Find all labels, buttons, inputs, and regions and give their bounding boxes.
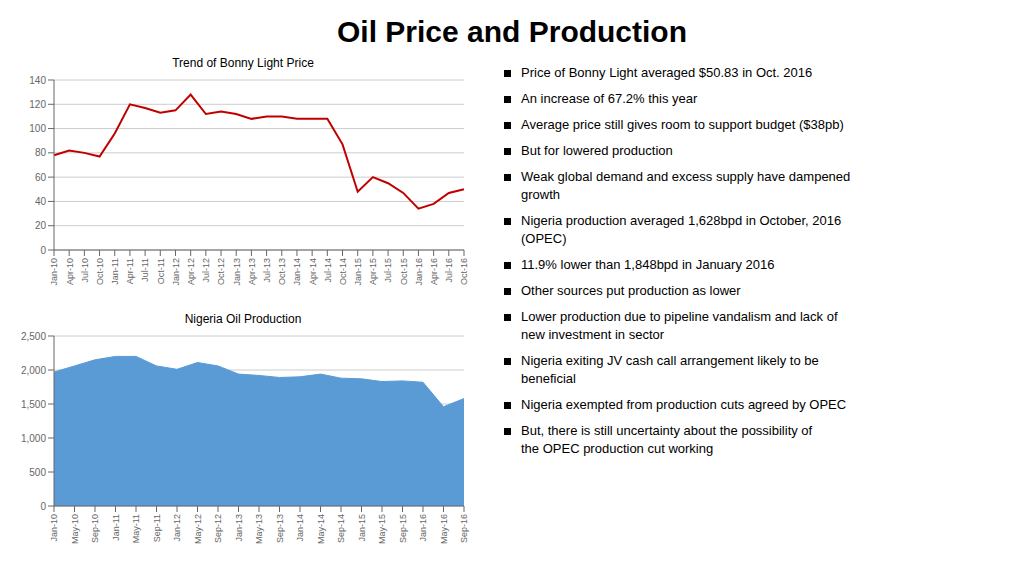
svg-text:Jul-13: Jul-13 <box>262 258 272 283</box>
svg-text:0: 0 <box>40 245 46 256</box>
svg-text:Jan-14: Jan-14 <box>295 514 305 542</box>
svg-text:Jan-11: Jan-11 <box>110 258 120 285</box>
svg-text:Apr-14: Apr-14 <box>308 258 318 285</box>
svg-text:Jan-10: Jan-10 <box>49 258 59 286</box>
svg-text:Jan-15: Jan-15 <box>353 258 363 286</box>
svg-text:100: 100 <box>29 123 46 134</box>
svg-text:Sep-14: Sep-14 <box>336 514 346 543</box>
svg-text:Sep-16: Sep-16 <box>459 514 469 543</box>
svg-text:Jul-16: Jul-16 <box>444 258 454 283</box>
svg-text:1,000: 1,000 <box>21 433 46 444</box>
svg-text:Jan-16: Jan-16 <box>414 258 424 286</box>
svg-text:Oct-15: Oct-15 <box>399 258 409 285</box>
html-text:Oil Price and Production: Oil Price and Production <box>337 15 687 48</box>
svg-text:May-15: May-15 <box>377 514 387 544</box>
svg-text:500: 500 <box>29 467 46 478</box>
svg-text:Apr-10: Apr-10 <box>65 258 75 285</box>
svg-text:Sep-12: Sep-12 <box>213 514 223 543</box>
svg-text:Jan-16: Jan-16 <box>418 514 428 542</box>
svg-text:Apr-12: Apr-12 <box>186 258 196 285</box>
svg-text:Apr-11: Apr-11 <box>125 258 135 284</box>
html-text:11.9% lower than 1,848bpd in J: 11.9% lower than 1,848bpd in January 201… <box>521 257 775 272</box>
html-text:Other sources put production a: Other sources put production as lower <box>521 283 741 298</box>
svg-text:Sep-15: Sep-15 <box>398 514 408 543</box>
svg-text:Oct-14: Oct-14 <box>338 258 348 285</box>
svg-text:Oct-13: Oct-13 <box>277 258 287 285</box>
svg-text:Sep-13: Sep-13 <box>275 514 285 543</box>
svg-text:Jan-11: Jan-11 <box>111 514 121 541</box>
svg-text:May-13: May-13 <box>254 514 264 544</box>
svg-text:Jul-15: Jul-15 <box>383 258 393 283</box>
svg-text:Oct-12: Oct-12 <box>216 258 226 285</box>
html-text:Trend of Bonny Light Price: Trend of Bonny Light Price <box>172 56 314 70</box>
html-text:Nigeria exempted from producti: Nigeria exempted from production cuts ag… <box>521 397 847 412</box>
svg-text:Oct-10: Oct-10 <box>95 258 105 285</box>
svg-text:1,500: 1,500 <box>21 399 46 410</box>
svg-text:Apr-15: Apr-15 <box>368 258 378 285</box>
html-text:Lower production due to pipeli: Lower production due to pipeline vandali… <box>521 309 838 342</box>
svg-text:Jan-15: Jan-15 <box>357 514 367 542</box>
svg-text:Jan-12: Jan-12 <box>172 514 182 542</box>
html-text:Average price still gives room: Average price still gives room to suppor… <box>521 117 844 132</box>
html-text:But for lowered production: But for lowered production <box>521 143 673 158</box>
svg-text:Jan-13: Jan-13 <box>234 514 244 542</box>
svg-text:2,000: 2,000 <box>21 365 46 376</box>
svg-text:Jan-13: Jan-13 <box>232 258 242 286</box>
svg-text:May-16: May-16 <box>439 514 449 544</box>
html-text:But, there is still uncertaint: But, there is still uncertainty about th… <box>521 423 813 456</box>
svg-text:Jan-12: Jan-12 <box>171 258 181 286</box>
svg-text:Jan-14: Jan-14 <box>292 258 302 286</box>
svg-text:May-10: May-10 <box>70 514 80 544</box>
svg-text:Apr-13: Apr-13 <box>247 258 257 285</box>
svg-text:May-11: May-11 <box>131 514 141 543</box>
html-text:An increase of 67.2% this year: An increase of 67.2% this year <box>521 91 698 106</box>
svg-text:120: 120 <box>29 99 46 110</box>
svg-text:60: 60 <box>35 172 47 183</box>
svg-text:Oct-16: Oct-16 <box>459 258 469 285</box>
svg-text:Jul-12: Jul-12 <box>201 258 211 283</box>
svg-text:Jul-14: Jul-14 <box>323 258 333 283</box>
svg-text:Oct-11: Oct-11 <box>156 258 166 284</box>
svg-text:2,500: 2,500 <box>21 331 46 342</box>
svg-text:Jul-10: Jul-10 <box>80 258 90 283</box>
svg-text:Sep-10: Sep-10 <box>90 514 100 543</box>
svg-text:140: 140 <box>29 75 46 86</box>
html-text:Nigeria Oil Production: Nigeria Oil Production <box>184 312 302 326</box>
svg-text:Sep-11: Sep-11 <box>152 514 162 542</box>
html-text:Price of Bonny Light averaged: Price of Bonny Light averaged $50.83 in … <box>521 65 813 80</box>
html-text:Nigeria production averaged 1,: Nigeria production averaged 1,628bpd in … <box>521 213 842 246</box>
svg-text:Apr-16: Apr-16 <box>429 258 439 285</box>
html-text:Nigeria exiting JV cash call a: Nigeria exiting JV cash call arrangement… <box>521 353 819 386</box>
svg-text:May-14: May-14 <box>316 514 326 544</box>
svg-text:May-12: May-12 <box>193 514 203 544</box>
svg-text:Jul-11: Jul-11 <box>141 258 151 282</box>
svg-text:80: 80 <box>35 147 47 158</box>
svg-text:40: 40 <box>35 196 47 207</box>
svg-text:0: 0 <box>40 501 46 512</box>
svg-text:20: 20 <box>35 220 47 231</box>
html-text:Weak global demand and excess: Weak global demand and excess supply hav… <box>521 169 851 202</box>
svg-text:Jan-10: Jan-10 <box>49 514 59 542</box>
